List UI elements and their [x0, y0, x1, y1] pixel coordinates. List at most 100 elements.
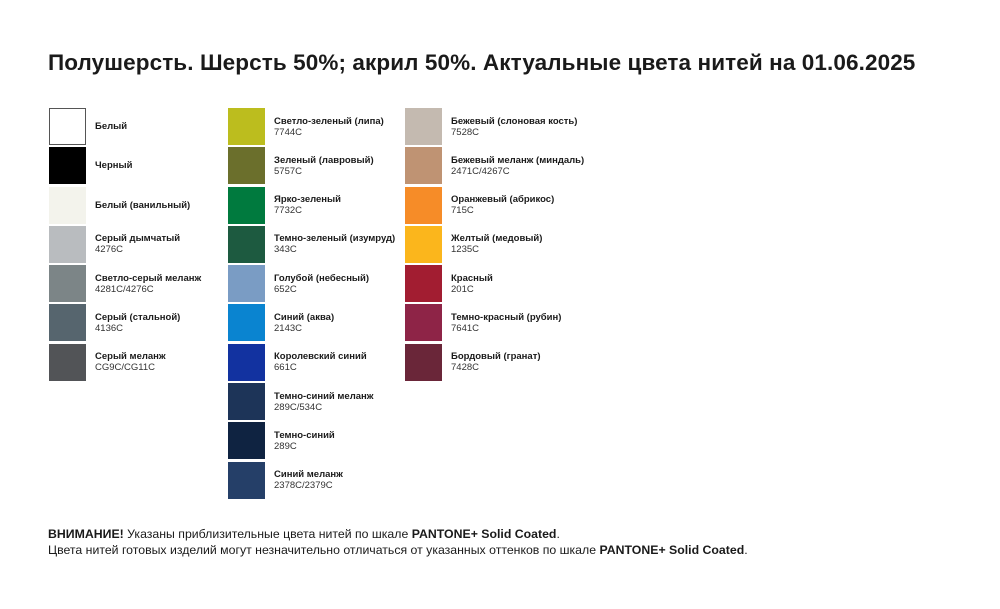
color-swatch — [228, 147, 265, 185]
color-label: Темно-зеленый (изумруд) 343C — [274, 226, 395, 263]
pantone-code: 715C — [451, 205, 474, 217]
color-name: Темно-красный (рубин) — [451, 311, 562, 323]
color-name: Серый дымчатый — [95, 233, 181, 245]
color-label: Серый дымчатый 4276C — [95, 226, 180, 263]
color-name: Бежевый меланж (миндаль) — [451, 154, 585, 166]
color-name: Черный — [95, 160, 133, 172]
footer-note: ВНИМАНИЕ! Указаны приблизительные цвета … — [48, 526, 748, 558]
color-label: Серый (стальной) 4136C — [95, 304, 180, 341]
color-name: Зеленый (лавровый) — [274, 154, 374, 166]
pantone-code: 1235C — [451, 244, 479, 256]
color-name: Синий меланж — [274, 469, 343, 481]
color-name: Бордовый (гранат) — [451, 351, 541, 363]
pantone-code: 201C — [451, 283, 474, 295]
color-name: Темно-синий меланж — [274, 390, 374, 402]
pantone-code: 2143C — [274, 322, 302, 334]
color-name: Серый меланж — [95, 351, 166, 363]
color-label: Белый — [95, 108, 127, 145]
color-label: Королевский синий 661C — [274, 344, 367, 381]
color-label: Бежевый меланж (миндаль) 2471C/4267C — [451, 147, 584, 184]
color-label: Оранжевый (абрикос) 715C — [451, 187, 554, 224]
color-name: Ярко-зеленый — [274, 194, 341, 206]
color-label: Бежевый (слоновая кость) 7528C — [451, 108, 577, 145]
footer-text: Цвета нитей готовых изделий могут незнач… — [48, 543, 600, 557]
color-swatch — [228, 383, 265, 421]
color-swatch — [405, 225, 442, 263]
color-label: Зеленый (лавровый) 5757C — [274, 147, 374, 184]
page-title: Полушерсть. Шерсть 50%; акрил 50%. Актуа… — [48, 50, 916, 75]
pantone-code: 5757C — [274, 165, 302, 177]
color-label: Темно-синий 289C — [274, 422, 335, 459]
color-label: Светло-зеленый (липа) 7744C — [274, 108, 384, 145]
pantone-code: 4276C — [95, 244, 123, 256]
color-name: Светло-серый меланж — [95, 272, 202, 284]
pantone-code: 2378C/2379C — [274, 480, 333, 492]
pantone-code: 7732C — [274, 205, 302, 217]
color-swatch — [49, 147, 86, 185]
color-swatch — [228, 186, 265, 224]
color-swatch — [405, 147, 442, 185]
color-name: Серый (стальной) — [95, 311, 181, 323]
warning-label: ВНИМАНИЕ! — [48, 527, 124, 541]
color-label: Светло-серый меланж 4281C/4276C — [95, 265, 201, 302]
color-swatch — [228, 343, 265, 381]
color-name: Красный — [451, 272, 493, 284]
color-swatch — [49, 343, 86, 381]
footer-text: Указаны приблизительные цвета нитей по ш… — [123, 527, 412, 541]
color-label: Синий (аква) 2143C — [274, 304, 334, 341]
pantone-code: 7744C — [274, 126, 302, 138]
color-label: Синий меланж 2378C/2379C — [274, 462, 343, 499]
color-name: Темно-зеленый (изумруд) — [274, 233, 396, 245]
pantone-code: 289C/534C — [274, 401, 323, 413]
color-swatch — [228, 422, 265, 460]
pantone-code: 2471C/4267C — [451, 165, 510, 177]
color-name: Светло-зеленый (липа) — [274, 115, 384, 127]
color-name: Белый (ванильный) — [95, 199, 191, 211]
color-swatch — [49, 304, 86, 342]
pantone-brand: PANTONE+ Solid Coated — [411, 527, 557, 541]
pantone-code: 7528C — [451, 126, 479, 138]
pantone-code: 7641C — [451, 322, 479, 334]
color-swatch — [405, 186, 442, 224]
color-swatch — [405, 304, 442, 342]
color-swatch — [49, 265, 86, 303]
color-label: Белый (ванильный) — [95, 187, 190, 224]
pantone-code: 7428C — [451, 362, 479, 374]
pantone-code: 4281C/4276C — [95, 283, 154, 295]
pantone-code: 661C — [274, 362, 297, 374]
color-name: Темно-синий — [274, 429, 335, 441]
color-label: Желтый (медовый) 1235C — [451, 226, 542, 263]
color-swatch — [228, 265, 265, 303]
color-swatch — [49, 186, 86, 224]
footer-text: . — [556, 527, 560, 541]
color-name: Бежевый (слоновая кость) — [451, 115, 578, 127]
color-label: Голубой (небесный) 652C — [274, 265, 369, 302]
footer-line-2: Цвета нитей готовых изделий могут незнач… — [48, 542, 748, 558]
pantone-code: 652C — [274, 283, 297, 295]
color-swatch — [405, 265, 442, 303]
color-label: Темно-синий меланж 289C/534C — [274, 383, 374, 420]
footer-line-1: ВНИМАНИЕ! Указаны приблизительные цвета … — [48, 526, 748, 542]
color-swatch — [228, 304, 265, 342]
color-name: Белый — [95, 121, 128, 132]
pantone-code: 4136C — [95, 322, 123, 334]
pantone-brand: PANTONE+ Solid Coated — [599, 543, 745, 557]
color-swatch — [49, 225, 86, 263]
color-name: Оранжевый (абрикос) — [451, 194, 555, 206]
color-swatch — [228, 461, 265, 499]
color-swatch — [228, 108, 265, 145]
pantone-code: 343C — [274, 244, 297, 256]
color-label: Черный — [95, 147, 132, 184]
pantone-code: 289C — [274, 440, 297, 452]
color-label: Ярко-зеленый 7732C — [274, 187, 341, 224]
color-label: Темно-красный (рубин) 7641C — [451, 304, 561, 341]
color-label: Красный 201C — [451, 265, 493, 302]
color-swatch — [405, 108, 442, 145]
color-label: Серый меланж CG9C/CG11C — [95, 344, 166, 381]
color-swatch — [405, 343, 442, 381]
color-name: Желтый (медовый) — [451, 233, 543, 245]
color-name: Королевский синий — [274, 351, 367, 363]
color-swatch — [49, 108, 86, 145]
pantone-code: CG9C/CG11C — [95, 362, 156, 374]
